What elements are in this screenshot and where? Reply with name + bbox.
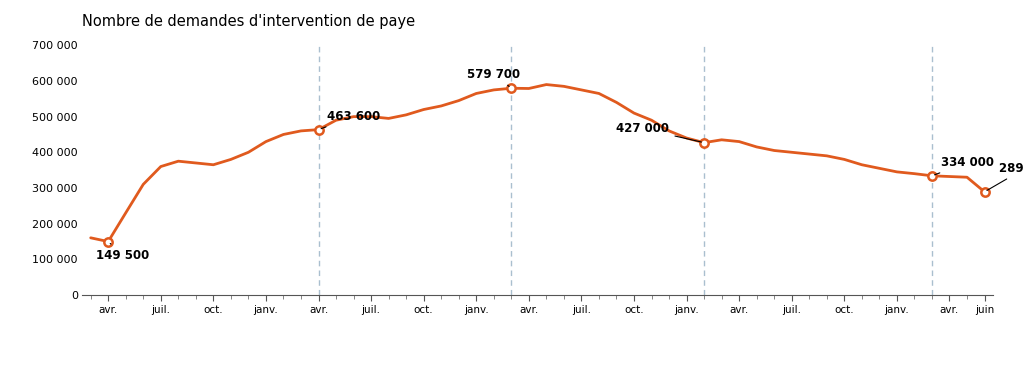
Text: 149 500: 149 500 xyxy=(96,243,150,262)
Text: 289 000: 289 000 xyxy=(987,162,1024,191)
Text: Nombre de demandes d'intervention de paye: Nombre de demandes d'intervention de pay… xyxy=(82,14,415,29)
Text: 463 600: 463 600 xyxy=(322,110,381,129)
Text: 334 000: 334 000 xyxy=(935,156,993,175)
Text: 427 000: 427 000 xyxy=(616,122,701,142)
Text: 579 700: 579 700 xyxy=(468,68,520,87)
